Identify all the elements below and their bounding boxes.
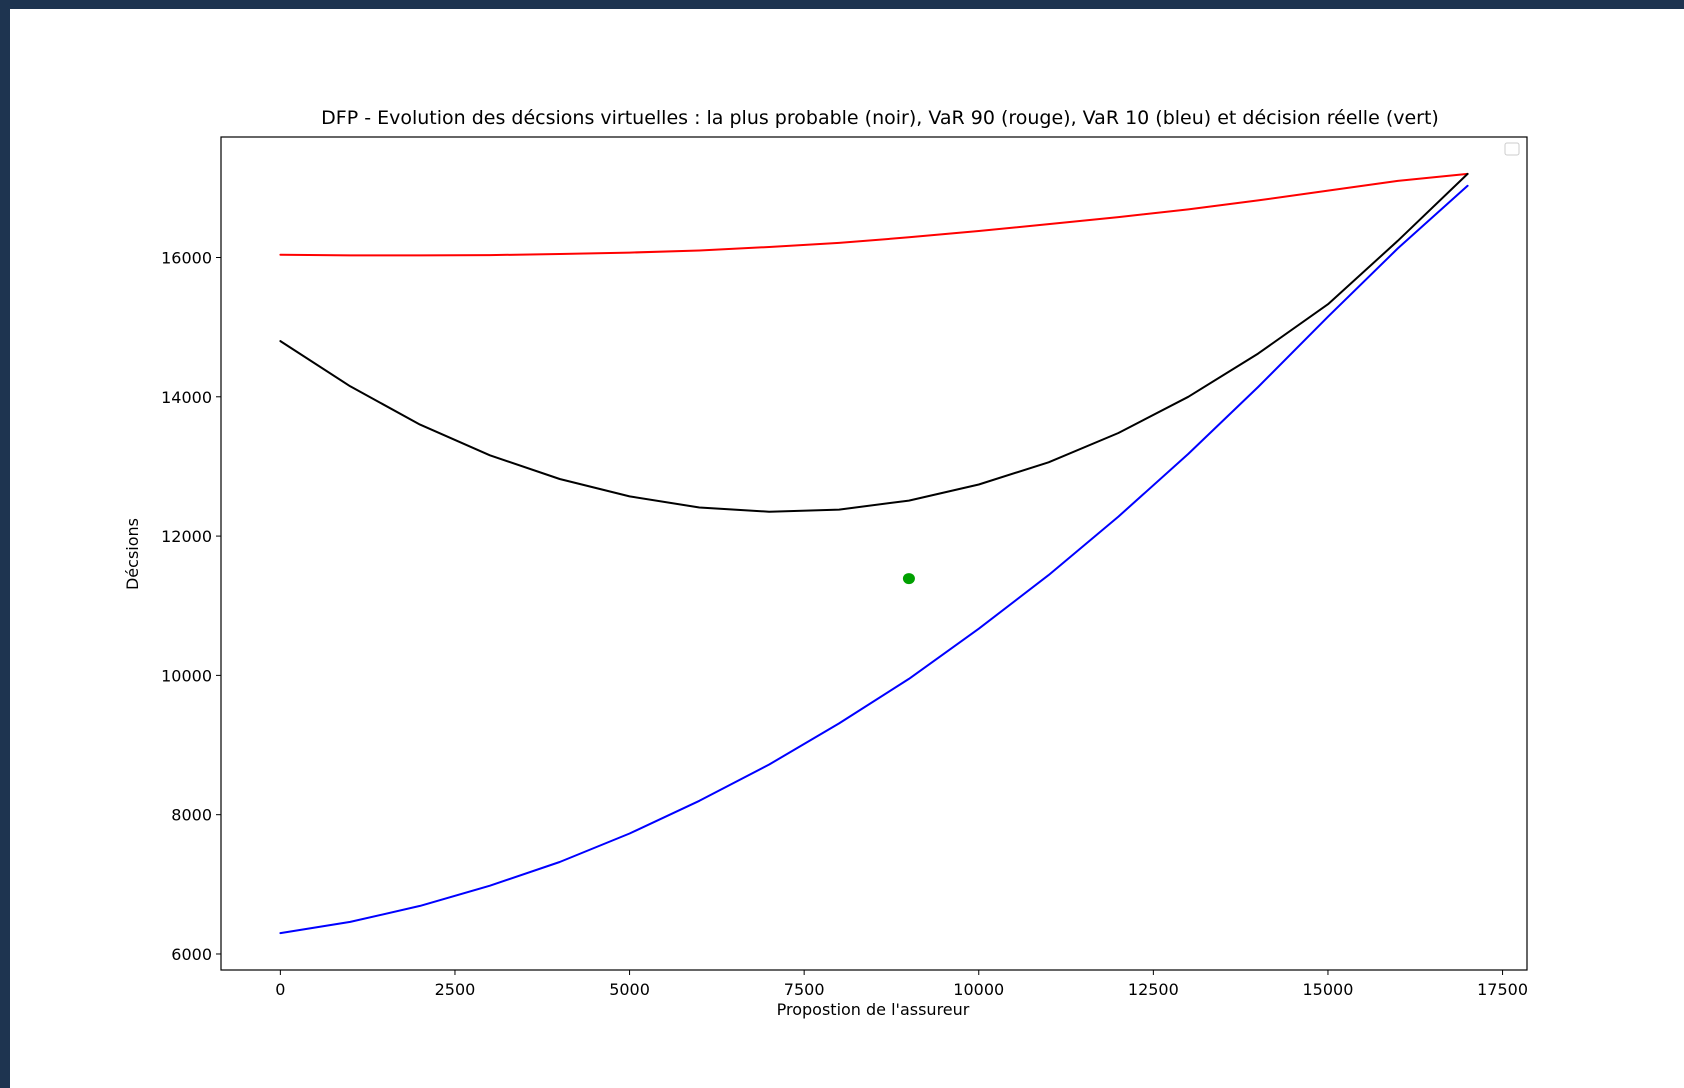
y-axis-label: Décsions: [123, 518, 142, 590]
x-tick-label: 7500: [784, 980, 825, 999]
real-decision-point: [902, 573, 915, 585]
y-tick-label: 14000: [161, 388, 212, 407]
x-tick-label: 17500: [1477, 980, 1528, 999]
y-tick-label: 10000: [161, 666, 212, 685]
x-tick-label: 5000: [609, 980, 650, 999]
y-tick-label: 8000: [171, 806, 212, 825]
most-probable-line: [279, 172, 1469, 513]
plot-area: [220, 136, 1528, 971]
var10-line: [279, 184, 1469, 935]
x-tick-label: 2500: [435, 980, 476, 999]
x-tick-label: 0: [275, 980, 285, 999]
legend-box: [1504, 142, 1520, 156]
y-tick-label: 12000: [161, 527, 212, 546]
y-tick-label: 16000: [161, 248, 212, 267]
line-chart: DFP - Evolution des décsions virtuelles …: [123, 107, 1528, 1019]
chart-title: DFP - Evolution des décsions virtuelles …: [321, 107, 1439, 129]
x-tick-label: 10000: [953, 980, 1004, 999]
var90-line: [279, 172, 1469, 257]
x-tick-label: 15000: [1303, 980, 1354, 999]
y-tick-label: 6000: [171, 945, 212, 964]
figure: DFP - Evolution des décsions virtuelles …: [10, 9, 1684, 1088]
x-axis-label: Propostion de l'assureur: [777, 1000, 970, 1019]
x-tick-label: 12500: [1128, 980, 1179, 999]
